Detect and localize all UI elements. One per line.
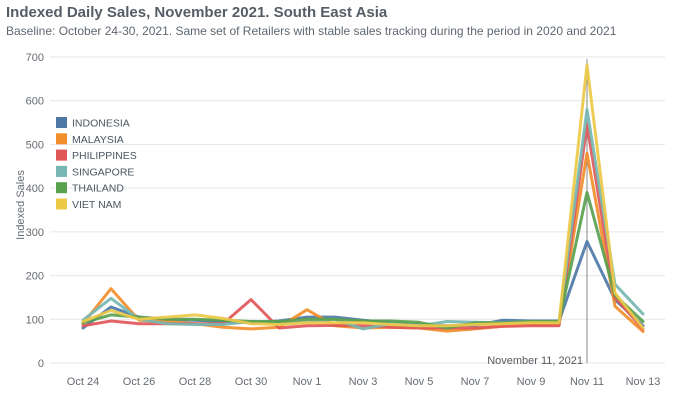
x-tick-label: Nov 9 xyxy=(517,376,546,388)
y-tick-label: 200 xyxy=(26,271,44,283)
y-tick-label: 600 xyxy=(26,96,44,108)
legend-label: MALAYSIA xyxy=(72,134,124,146)
y-tick-label: 300 xyxy=(26,227,44,239)
y-tick-label: 400 xyxy=(26,183,44,195)
x-tick-label: Nov 1 xyxy=(293,376,322,388)
legend-label: SINGAPORE xyxy=(72,166,134,178)
x-tick-label: Oct 26 xyxy=(123,376,155,388)
x-tick-label: Nov 13 xyxy=(626,376,661,388)
x-tick-label: Nov 3 xyxy=(349,376,378,388)
annotation-label: November 11, 2021 xyxy=(487,355,583,367)
legend-label: INDONESIA xyxy=(72,118,130,130)
legend-swatch-malaysia xyxy=(56,133,67,145)
series-line-malaysia xyxy=(81,151,645,333)
series-line-philippines xyxy=(81,123,645,331)
y-tick-label: 100 xyxy=(26,314,44,326)
chart-subtitle: Baseline: October 24-30, 2021. Same set … xyxy=(6,24,617,38)
x-tick-label: Nov 5 xyxy=(405,376,434,388)
y-tick-label: 700 xyxy=(26,52,44,64)
series-line-viet-nam xyxy=(81,63,645,330)
y-axis-label: Indexed Sales xyxy=(15,170,27,240)
legend-swatch-viet-nam xyxy=(56,198,67,210)
legend-swatch-indonesia xyxy=(56,117,67,128)
x-tick-label: Oct 30 xyxy=(235,376,267,388)
x-tick-label: Oct 24 xyxy=(67,376,99,388)
x-tick-label: Nov 7 xyxy=(461,376,490,388)
y-tick-label: 0 xyxy=(38,358,44,370)
series-line-singapore xyxy=(81,108,645,331)
legend-swatch-philippines xyxy=(56,149,67,161)
legend-label: THAILAND xyxy=(72,183,124,195)
legend-label: VIET NAM xyxy=(72,199,121,211)
y-tick-label: 500 xyxy=(26,139,44,151)
legend-label: PHILIPPINES xyxy=(72,150,137,162)
legend-swatch-singapore xyxy=(56,165,67,177)
x-tick-label: Nov 11 xyxy=(570,376,604,388)
legend-swatch-thailand xyxy=(56,182,67,194)
series-line-thailand xyxy=(81,191,645,330)
chart-title: Indexed Daily Sales, November 2021. Sout… xyxy=(6,4,388,21)
x-tick-label: Oct 28 xyxy=(179,376,211,388)
